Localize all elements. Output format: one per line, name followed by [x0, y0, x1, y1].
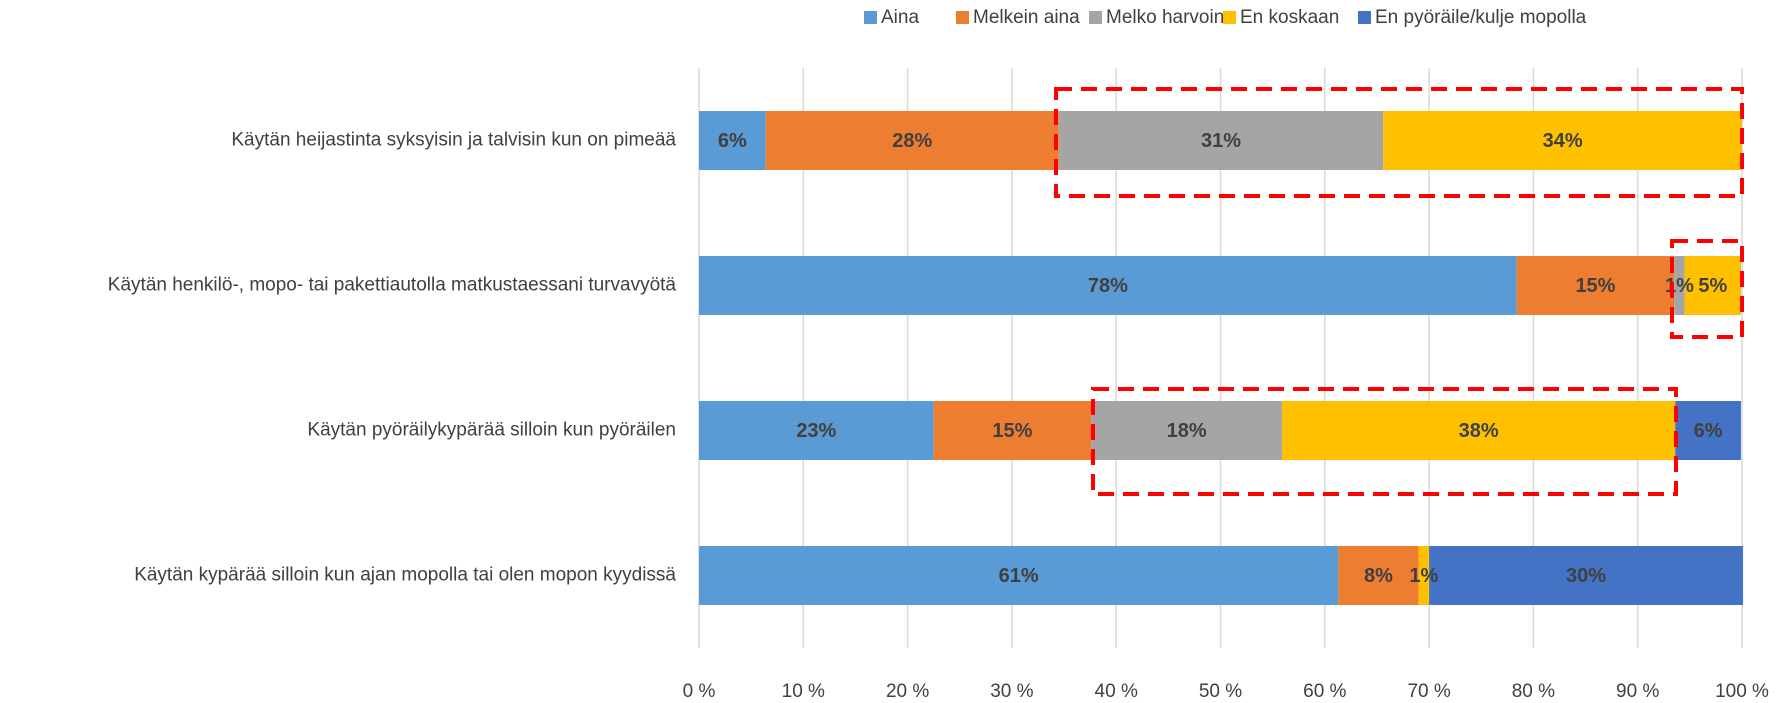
bar-segment	[933, 401, 1092, 460]
legend-label: Melko harvoin	[1106, 7, 1224, 28]
x-tick-label: 100 %	[1715, 681, 1769, 702]
legend-swatch	[1089, 11, 1102, 24]
bar-segment	[699, 256, 1517, 315]
bar-segment	[699, 401, 934, 460]
value-label: 23%	[796, 420, 836, 442]
value-label: 28%	[892, 130, 932, 152]
value-label: 15%	[992, 420, 1032, 442]
bar-segment	[1429, 546, 1744, 605]
legend-label: En koskaan	[1240, 7, 1339, 28]
value-label: 6%	[718, 130, 747, 152]
legend-item: En koskaan	[1223, 7, 1339, 28]
value-label: 18%	[1167, 420, 1207, 442]
value-label: 31%	[1201, 130, 1241, 152]
value-label: 38%	[1459, 420, 1499, 442]
bar-segment	[1338, 546, 1419, 605]
value-label: 15%	[1575, 275, 1615, 297]
legend-item: Melkein aina	[956, 7, 1080, 28]
x-tick-label: 10 %	[782, 681, 825, 702]
highlight-box	[1091, 387, 1678, 496]
legend-item: Melko harvoin	[1089, 7, 1224, 28]
x-tick-label: 0 %	[683, 681, 716, 702]
legend-label: En pyöräile/kulje mopolla	[1375, 7, 1587, 28]
x-tick-label: 90 %	[1616, 681, 1659, 702]
value-label: 34%	[1543, 130, 1583, 152]
value-label: 5%	[1698, 275, 1727, 297]
value-label: 6%	[1694, 420, 1723, 442]
value-label: 78%	[1088, 275, 1128, 297]
bar-segment	[699, 546, 1339, 605]
x-tick-label: 60 %	[1303, 681, 1346, 702]
highlight-box	[1670, 239, 1744, 339]
bar-segment	[765, 111, 1059, 170]
x-tick-label: 30 %	[990, 681, 1033, 702]
legend-item: Aina	[864, 7, 919, 28]
x-tick-label: 80 %	[1512, 681, 1555, 702]
legend-label: Melkein aina	[973, 7, 1080, 28]
x-tick-label: 50 %	[1199, 681, 1242, 702]
x-tick-label: 20 %	[886, 681, 929, 702]
labels: 0 % 10 % 20 % 30 % 40 % 50 % 60 % 70 % 80 % 90 % 1…	[108, 130, 1769, 703]
x-tick-label: 70 %	[1407, 681, 1450, 702]
legend-swatch	[1358, 11, 1371, 24]
legend-swatch	[864, 11, 877, 24]
bar-segment	[1383, 111, 1742, 170]
y-tick-label: Käytän heijastinta syksyisin ja talvisin…	[231, 130, 676, 151]
legend-label: Aina	[881, 7, 919, 28]
legend-swatch	[1223, 11, 1236, 24]
bar-segment	[1091, 401, 1283, 460]
bar-segment	[1516, 256, 1675, 315]
value-label: 8%	[1364, 565, 1393, 587]
bar-segment	[699, 111, 766, 170]
bar-segment	[1674, 256, 1685, 315]
bar-segment	[1058, 111, 1384, 170]
value-label: 61%	[999, 565, 1039, 587]
bar-segment	[1675, 401, 1741, 460]
legend-item: En pyöräile/kulje mopolla	[1358, 7, 1587, 28]
highlight-box	[1054, 87, 1744, 198]
bars	[699, 111, 1744, 605]
bar-segment	[1282, 401, 1676, 460]
value-label: 1%	[1409, 565, 1438, 587]
y-tick-label: Käytän pyöräilykypärää silloin kun pyörä…	[307, 420, 676, 441]
legend-swatch	[956, 11, 969, 24]
value-label: 30%	[1566, 565, 1606, 587]
bar-segment	[1418, 546, 1430, 605]
y-tick-label: Käytän henkilö-, mopo- tai pakettiautoll…	[108, 275, 677, 296]
x-tick-label: 40 %	[1095, 681, 1138, 702]
value-label: 1%	[1665, 275, 1694, 297]
highlight-boxes	[1054, 87, 1744, 496]
y-tick-label: Käytän kypärää silloin kun ajan mopolla …	[134, 565, 676, 586]
bar-segment	[1684, 256, 1741, 315]
